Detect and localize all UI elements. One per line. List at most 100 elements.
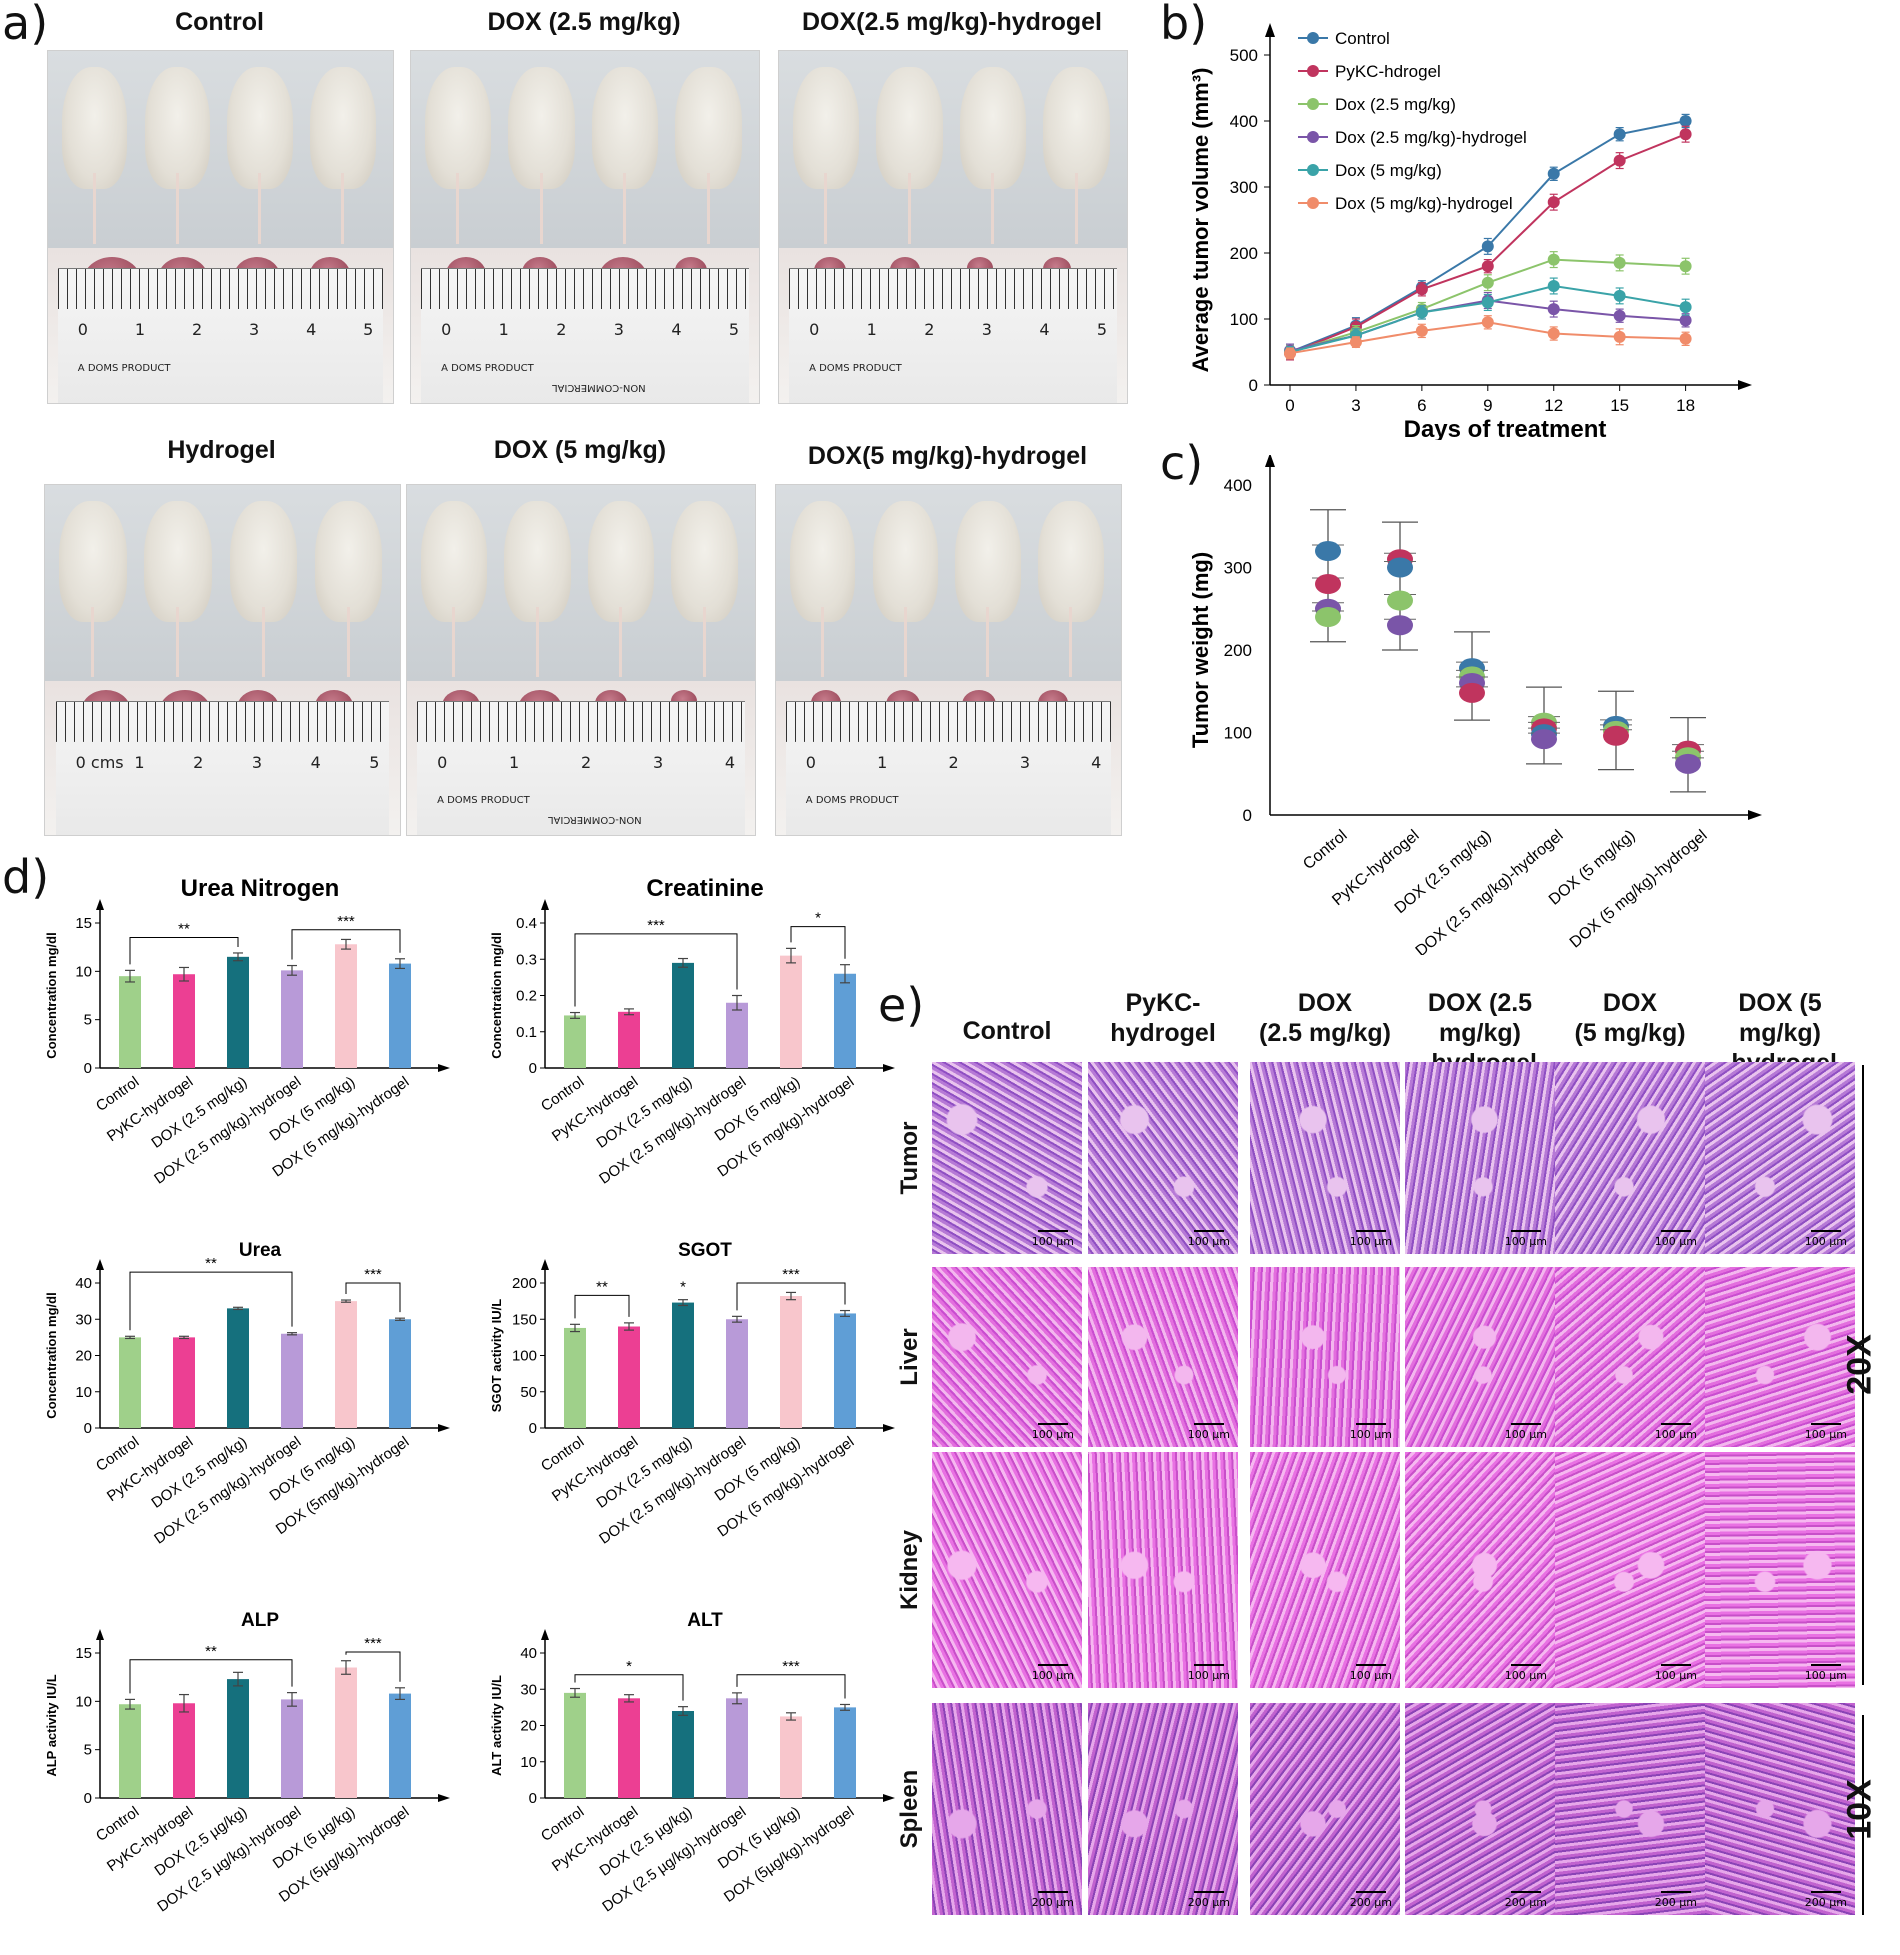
y-tick-label: 100 bbox=[1224, 724, 1252, 743]
histology-image: 100 µm bbox=[1555, 1452, 1705, 1688]
histology-image: 100 µm bbox=[1405, 1267, 1555, 1447]
y-tick-label: 0.1 bbox=[516, 1024, 537, 1041]
mouse-tail bbox=[824, 173, 828, 245]
significance-bracket bbox=[291, 929, 401, 960]
panel-label-e: e) bbox=[878, 978, 925, 1032]
y-tick-label: 10 bbox=[75, 1384, 92, 1401]
significance-label: * bbox=[626, 1658, 632, 1675]
mouse-body bbox=[955, 500, 1021, 623]
scale-bar bbox=[1038, 1891, 1068, 1893]
scale-bar bbox=[1661, 1664, 1691, 1666]
panel-label-b: b) bbox=[1160, 0, 1208, 50]
mouse-body bbox=[504, 500, 571, 623]
legend-marker bbox=[1307, 32, 1319, 44]
data-point bbox=[1415, 324, 1428, 337]
x-axis-arrow bbox=[438, 1424, 450, 1432]
mouse-tail bbox=[346, 606, 350, 678]
data-point bbox=[1481, 316, 1494, 329]
significance-bracket bbox=[736, 1674, 846, 1699]
y-tick-label: 50 bbox=[520, 1384, 537, 1401]
y-tick-label: 30 bbox=[520, 1681, 537, 1698]
ruler-number: 2 bbox=[556, 320, 567, 340]
mouse-tail bbox=[986, 606, 990, 678]
group-title-1: DOX (2.5 mg/kg) bbox=[487, 8, 681, 36]
bar bbox=[726, 1698, 748, 1798]
histology-image: 100 µm bbox=[1250, 1452, 1400, 1688]
scale-bar bbox=[1511, 1230, 1541, 1232]
bar bbox=[119, 976, 141, 1068]
significance-label: * bbox=[680, 1279, 686, 1296]
y-tick-label: 0 bbox=[529, 1060, 537, 1077]
legend-label: Control bbox=[1335, 29, 1390, 48]
histology-image: 200 µm bbox=[1405, 1703, 1555, 1915]
significance-label: ** bbox=[205, 1255, 217, 1272]
panel-label-d: d) bbox=[2, 850, 50, 904]
bar bbox=[335, 1301, 357, 1428]
significance-bracket bbox=[574, 933, 738, 1007]
mouse-tail bbox=[907, 173, 911, 245]
x-axis-arrow bbox=[1738, 380, 1752, 390]
data-point bbox=[1679, 115, 1692, 127]
data-point bbox=[1613, 128, 1626, 141]
ruler: 0 1 2 3 4 5 A DOMS PRODUCT NON-COMMERCIAL bbox=[421, 268, 749, 403]
scale-bar bbox=[1811, 1423, 1841, 1425]
bar bbox=[564, 1015, 586, 1068]
ruler-brand: A DOMS PRODUCT bbox=[441, 362, 534, 374]
bar bbox=[618, 1326, 640, 1428]
bar bbox=[335, 1667, 357, 1798]
ruler-number: 1 bbox=[134, 320, 146, 340]
histology-image: 100 µm bbox=[1405, 1452, 1555, 1688]
y-tick-label: 150 bbox=[512, 1311, 537, 1328]
scale-bar bbox=[1511, 1423, 1541, 1425]
tumor-volume-chart: 0 100 200 300 400 500 0 3 6 9 12 15 18 Days of treatm… bbox=[1188, 23, 1752, 440]
y-tick-label: 300 bbox=[1224, 559, 1252, 578]
bar bbox=[672, 1302, 694, 1428]
y-axis-label: Tumor weight (mg) bbox=[1188, 552, 1213, 748]
data-point bbox=[1613, 256, 1626, 269]
scale-bar bbox=[1356, 1423, 1386, 1425]
scale-bar bbox=[1511, 1891, 1541, 1893]
mag-label-10x: 10X bbox=[1840, 1779, 1879, 1840]
scale-bar bbox=[1811, 1230, 1841, 1232]
mice-area bbox=[776, 485, 1121, 681]
histology-image: 100 µm bbox=[932, 1267, 1082, 1447]
ruler-number: 0 cms bbox=[75, 752, 124, 772]
histology-image: 100 µm bbox=[1705, 1062, 1855, 1254]
ruler-note: NON-COMMERCIAL bbox=[552, 381, 646, 393]
mouse-body bbox=[310, 66, 376, 189]
ruler-number: 3 bbox=[981, 320, 992, 340]
bar bbox=[618, 1698, 640, 1798]
histology-image: 100 µm bbox=[1250, 1267, 1400, 1447]
y-tick-label: 20 bbox=[75, 1348, 92, 1365]
legend-marker bbox=[1307, 197, 1319, 209]
bar bbox=[618, 1011, 640, 1068]
x-tick-label: 12 bbox=[1544, 396, 1563, 415]
bar bbox=[281, 970, 303, 1068]
mouse-photo-1: 0 1 2 3 4 5 A DOMS PRODUCT NON-COMMERCIAL bbox=[410, 50, 760, 404]
histology-image: 200 µm bbox=[1250, 1703, 1400, 1915]
weight-point bbox=[1387, 557, 1413, 578]
mouse-tail bbox=[539, 173, 543, 245]
bar bbox=[227, 1679, 249, 1798]
scale-bar-label: 100 µm bbox=[1349, 1428, 1392, 1441]
bar bbox=[227, 1308, 249, 1428]
histology-image: 200 µm bbox=[1555, 1703, 1705, 1915]
ruler-number: 5 bbox=[728, 320, 740, 340]
legend-label: PyKC-hdrogel bbox=[1335, 62, 1441, 81]
scale-bar bbox=[1356, 1230, 1386, 1232]
mouse-body bbox=[314, 500, 383, 623]
mag-label-20x: 20X bbox=[1840, 1334, 1879, 1395]
x-tick-label: 15 bbox=[1610, 396, 1629, 415]
scale-bar-label: 200 µm bbox=[1504, 1896, 1547, 1909]
histology-image: 200 µm bbox=[1705, 1703, 1855, 1915]
y-axis-arrow bbox=[96, 899, 104, 910]
y-tick-label: 100 bbox=[512, 1348, 537, 1365]
y-axis-label: SGOT activity IU/L bbox=[489, 1299, 504, 1412]
significance-label: ** bbox=[205, 1643, 217, 1660]
y-tick-label: 200 bbox=[1224, 641, 1252, 660]
ruler-note: NON-COMMERCIAL bbox=[548, 813, 642, 825]
ruler-number: 2 bbox=[948, 752, 959, 772]
column-header-1: PyKC- hydrogel bbox=[1110, 989, 1216, 1047]
data-point bbox=[1481, 260, 1494, 273]
